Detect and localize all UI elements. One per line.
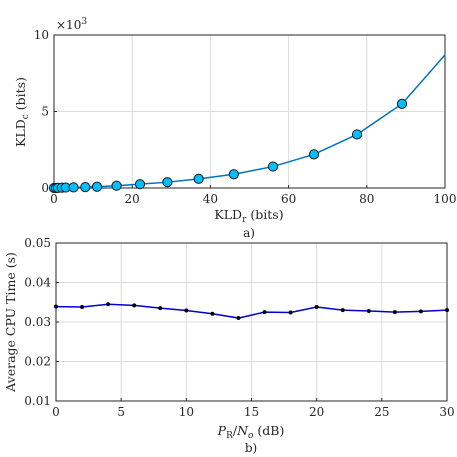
chart-b-x-axis-label-nsub: o — [248, 431, 254, 441]
chart-a-data-point — [134, 179, 146, 190]
chart-b-x-ticks: 0 5 10 15 20 25 30 — [52, 398, 455, 419]
chart-b-x-tick-label: 0 — [52, 405, 60, 419]
chart-a-x-tick-label: 80 — [359, 192, 374, 206]
chart-b-data-point — [340, 308, 345, 313]
chart-b-data-point — [236, 316, 241, 321]
chart-a-y-tick-label: 0 — [41, 181, 49, 195]
chart-a-markers — [48, 98, 408, 194]
chart-b-x-axis-label-psub: R — [226, 431, 233, 441]
chart-b-x-tick-label: 5 — [117, 405, 125, 419]
chart-a-panel-label: a) — [243, 226, 255, 240]
chart-a-data-point — [193, 173, 204, 184]
chart-a-data-point — [308, 149, 320, 160]
chart-b-y-tick-label: 0.03 — [24, 315, 51, 329]
chart-a-exponent-power: 3 — [81, 17, 87, 27]
chart-a-y-ticks: 0 5 10 — [34, 28, 57, 195]
chart-a-data-point — [111, 180, 122, 191]
chart-a-data-point — [267, 161, 279, 172]
chart-a-y-tick-label: 10 — [34, 28, 49, 42]
chart-b-data-point — [366, 308, 371, 313]
chart-a-x-tick-label: 40 — [203, 192, 218, 206]
chart-a-x-tick-label: 100 — [434, 192, 457, 206]
chart-b-data-point — [392, 310, 397, 315]
chart-a-x-axis-label-main: KLD — [214, 207, 242, 222]
chart-b-y-tick-label: 0.05 — [24, 236, 51, 250]
chart-b: 0 5 10 15 20 25 30 0.01 0.02 0.03 0.04 0.05 PR/No … — [3, 236, 455, 455]
chart-a-x-axis-label-sub: r — [242, 215, 247, 225]
chart-a-x-axis-label-unit: (bits) — [246, 207, 283, 222]
chart-b-data-point — [445, 308, 449, 313]
chart-a-exponent-label: ×103 — [56, 17, 87, 32]
chart-b-data-point — [158, 306, 163, 311]
chart-a-y-axis-label-unit: (bits) — [13, 77, 28, 114]
chart-b-data-point — [314, 304, 319, 309]
chart-b-data-point — [210, 311, 215, 316]
chart-a-grid — [53, 34, 446, 189]
chart-a-x-axis-label: KLDr (bits) — [214, 207, 283, 225]
chart-b-x-tick-label: 30 — [439, 405, 454, 419]
chart-a-y-axis-label-main: KLD — [13, 119, 28, 147]
chart-b-x-axis-label-n: N — [236, 423, 249, 438]
chart-b-y-tick-label: 0.04 — [24, 276, 51, 290]
chart-a-data-point — [351, 129, 363, 140]
chart-a-x-tick-label: 60 — [281, 192, 296, 206]
chart-b-x-axis-label-slash: / — [233, 423, 238, 438]
chart-a-y-axis-label-sub: c — [21, 114, 31, 119]
chart-b-x-axis-label-p: P — [217, 423, 227, 438]
chart-b-data-point — [262, 310, 267, 315]
chart-a-y-tick-label: 5 — [41, 105, 49, 119]
chart-b-x-tick-label: 20 — [309, 405, 324, 419]
chart-b-x-tick-label: 15 — [244, 405, 259, 419]
chart-b-x-tick-label: 25 — [374, 405, 389, 419]
chart-b-panel-label: b) — [245, 441, 257, 455]
chart-b-y-tick-label: 0.02 — [24, 355, 51, 369]
chart-a-data-point — [80, 181, 91, 193]
chart-b-data-point — [54, 304, 58, 309]
chart-a-data-point — [162, 177, 173, 188]
chart-b-x-tick-label: 10 — [179, 405, 194, 419]
chart-b-data-point — [184, 308, 189, 313]
chart-b-data-point — [80, 304, 85, 309]
chart-b-data-point — [106, 302, 111, 307]
chart-a-x-tick-label: 20 — [125, 192, 140, 206]
chart-b-y-axis-label: Average CPU Time (s) — [3, 252, 18, 393]
chart-a-y-axis-label: KLDc (bits) — [13, 77, 31, 147]
chart-a-data-point — [68, 182, 79, 193]
chart-a-series-line — [54, 54, 446, 189]
chart-a-x-ticks: 0 20 40 60 80 100 — [50, 185, 456, 206]
chart-b-data-point — [132, 303, 137, 308]
chart-b-x-axis-label-unit: (dB) — [253, 423, 284, 438]
chart-b-data-point — [288, 310, 293, 315]
chart-b-series-line — [55, 303, 448, 319]
chart-b-markers — [54, 302, 449, 321]
chart-b-y-tick-label: 0.01 — [24, 394, 51, 408]
chart-b-data-point — [418, 309, 423, 314]
chart-b-x-axis-label: PR/No (dB) — [217, 423, 285, 441]
chart-a-x-tick-label: 0 — [50, 192, 58, 206]
chart-a-data-point — [228, 169, 239, 180]
chart-a-data-point — [91, 181, 103, 192]
chart-b-grid — [55, 242, 448, 402]
chart-a-data-point — [396, 98, 408, 109]
chart-b-y-ticks: 0.01 0.02 0.03 0.04 0.05 — [24, 236, 59, 408]
chart-a-exponent-base: ×10 — [56, 18, 81, 32]
